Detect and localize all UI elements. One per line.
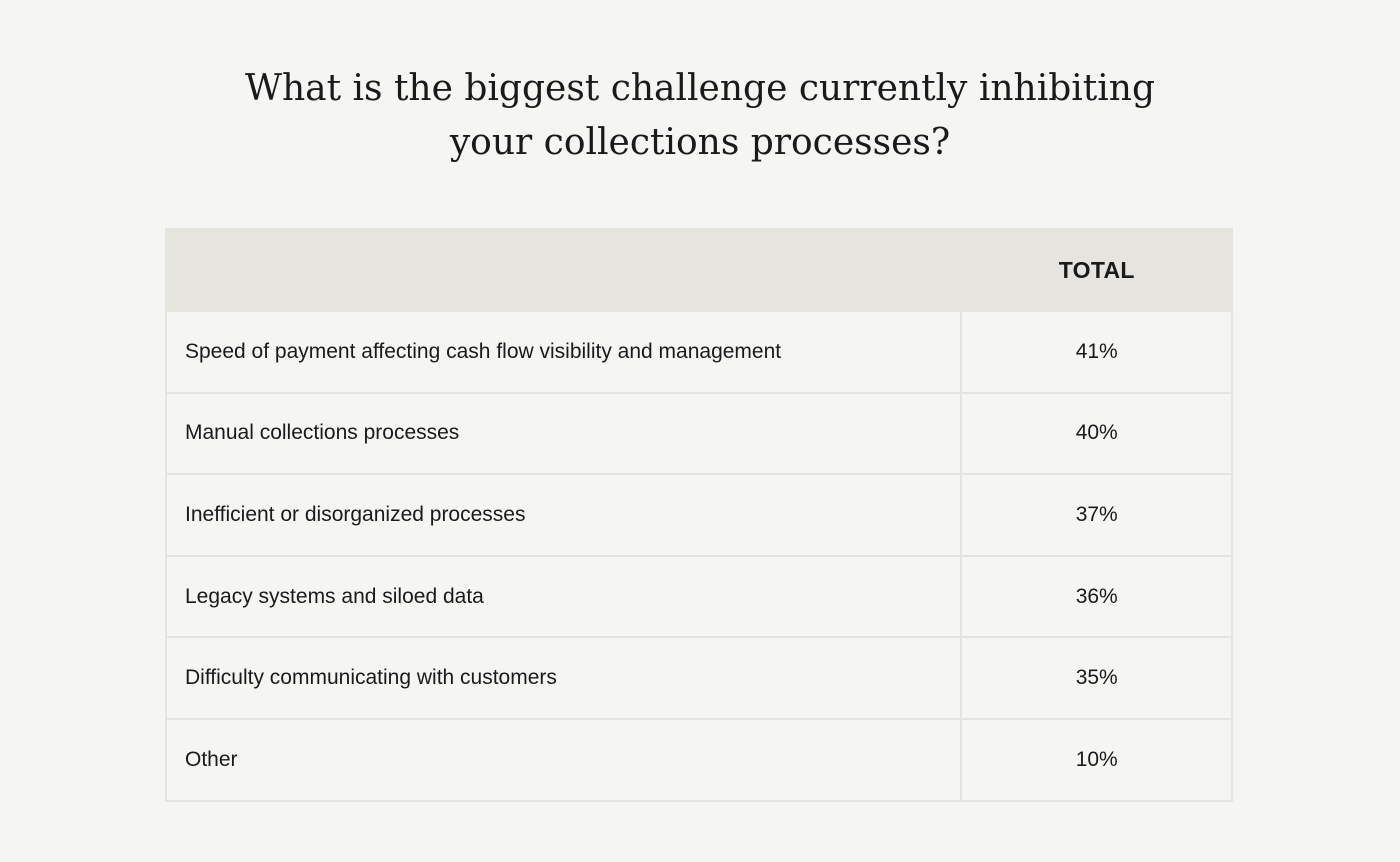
- row-value: 35%: [960, 636, 1233, 720]
- row-label: Manual collections processes: [164, 391, 963, 476]
- table-row: Difficulty communicating with customers …: [164, 636, 1233, 720]
- row-label: Difficulty communicating with customers: [164, 636, 963, 720]
- row-value: 36%: [960, 554, 1233, 639]
- table-row: Speed of payment affecting cash flow vis…: [164, 310, 1233, 394]
- title-line-2: your collections processes?: [449, 122, 951, 163]
- row-value: 37%: [960, 473, 1233, 557]
- row-label: Legacy systems and siloed data: [164, 554, 963, 639]
- row-value: 40%: [960, 391, 1233, 476]
- table-row: Other 10%: [164, 717, 1233, 802]
- row-value: 41%: [960, 310, 1233, 394]
- row-label: Other: [164, 717, 963, 802]
- page-title: What is the biggest challenge currently …: [0, 62, 1400, 170]
- table-row: Manual collections processes 40%: [164, 391, 1233, 476]
- title-line-1: What is the biggest challenge currently …: [244, 68, 1156, 109]
- row-label: Speed of payment affecting cash flow vis…: [164, 310, 963, 394]
- row-label: Inefficient or disorganized processes: [164, 473, 963, 557]
- table-row: Inefficient or disorganized processes 37…: [164, 473, 1233, 557]
- table-row: Legacy systems and siloed data 36%: [164, 554, 1233, 639]
- table-header-row: TOTAL: [164, 228, 1233, 312]
- results-table: TOTAL Speed of payment affecting cash fl…: [164, 228, 1233, 802]
- header-label-cell: [164, 228, 963, 312]
- header-total-cell: TOTAL: [960, 228, 1233, 312]
- row-value: 10%: [960, 717, 1233, 802]
